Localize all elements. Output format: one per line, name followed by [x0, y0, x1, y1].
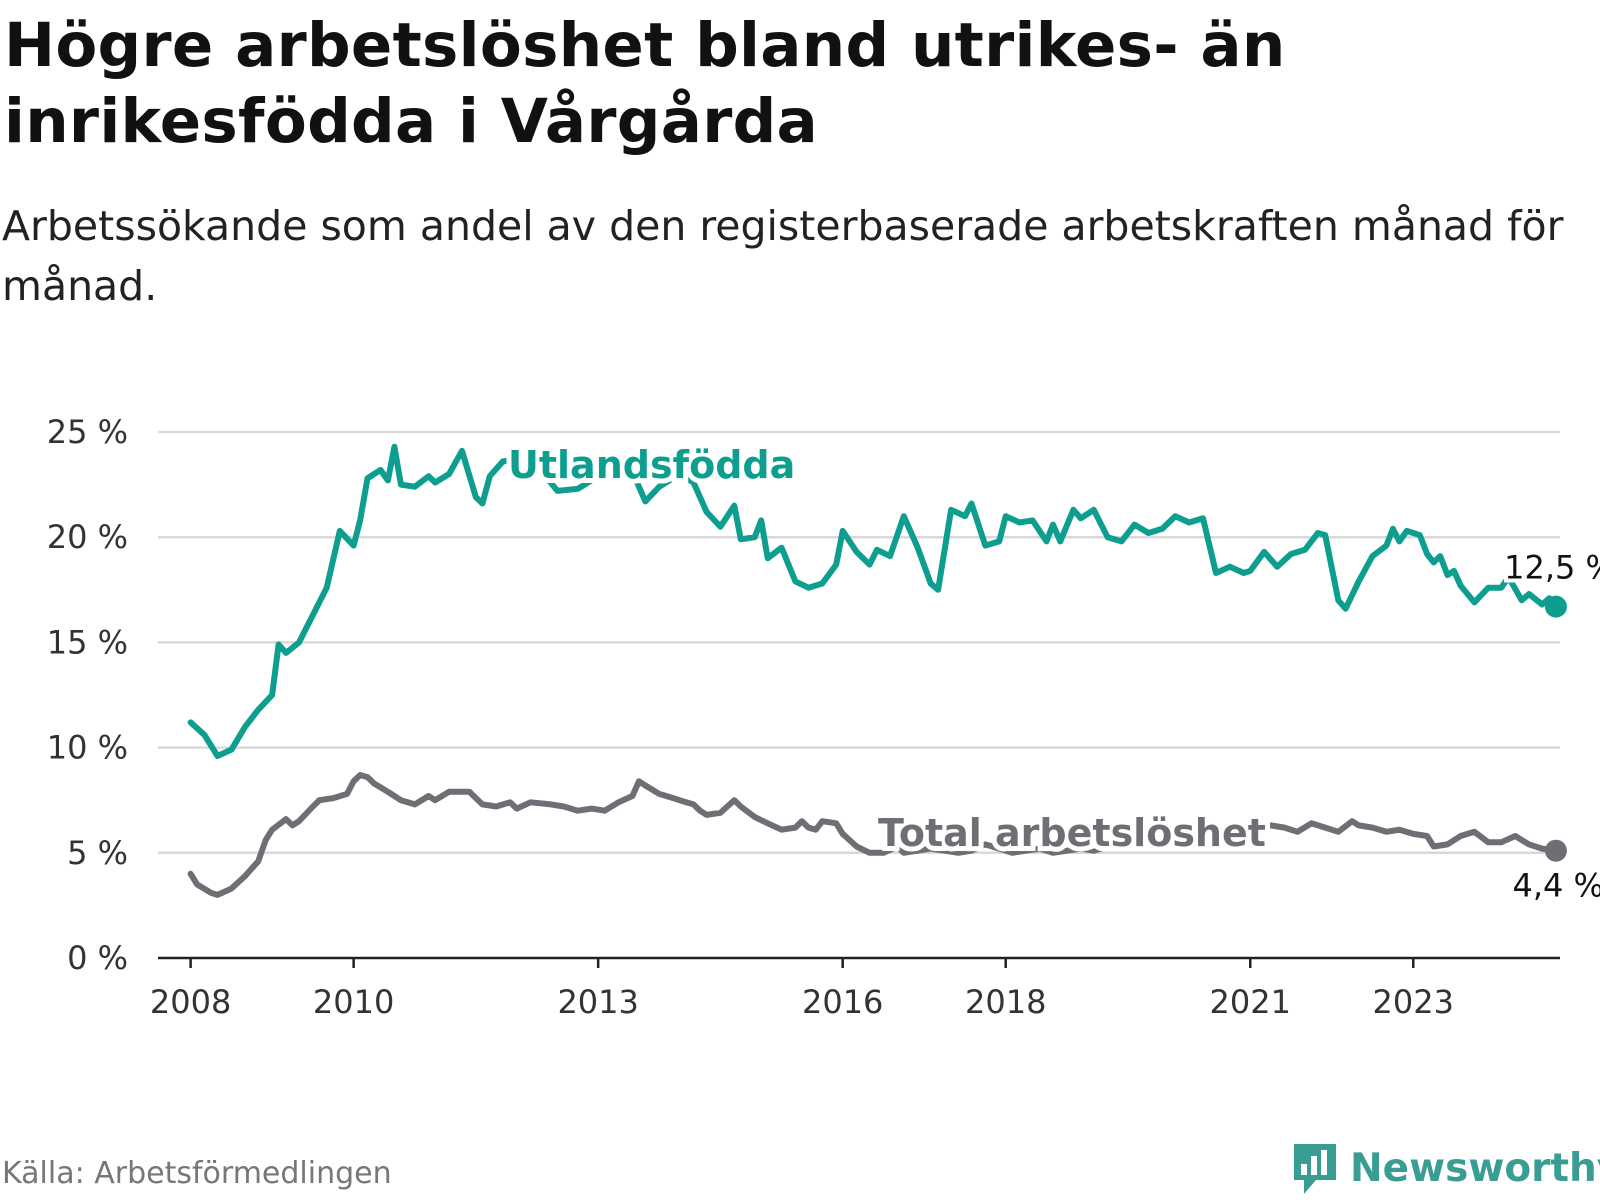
series-line-utlandsfodda: [187, 443, 1559, 759]
y-tick-label: 15 %: [47, 623, 128, 661]
x-tick-label: 2010: [313, 983, 394, 1021]
newsworthy-logo-icon: [1294, 1144, 1336, 1194]
chart-title: Högre arbetslöshet bland utrikes- än inr…: [4, 10, 1286, 157]
series: [187, 443, 1567, 898]
labels: Utlandsfödda Total arbetslöshet 12,5 % 4,4 …: [503, 438, 1600, 909]
source-note: Källa: Arbetsförmedlingen: [2, 1156, 392, 1191]
line-chart: 0 % 5 % 10 % 15 % 20 % 25 % 2008 2010 2013 2016 20…: [47, 413, 1600, 1021]
y-tick-label: 10 %: [47, 729, 128, 767]
x-tick-label: 2013: [557, 983, 638, 1021]
x-tick-label: 2023: [1373, 983, 1454, 1021]
y-tick-label: 5 %: [67, 834, 128, 872]
chart-subtitle: Arbetssökande som andel av den registerb…: [2, 202, 1564, 310]
y-tick-label: 20 %: [47, 518, 128, 556]
axis-ticks: 0 % 5 % 10 % 15 % 20 % 25 % 2008 2010 2013 2016 20…: [47, 413, 1560, 1021]
series-line-total: [187, 772, 1559, 898]
x-tick-label: 2021: [1210, 983, 1291, 1021]
end-label-total: 4,4 %: [1512, 867, 1600, 905]
x-tick-label: 2018: [965, 983, 1046, 1021]
y-tick-label: 0 %: [67, 939, 128, 977]
brand[interactable]: Newsworthy: [1290, 1140, 1600, 1196]
x-tick-label: 2008: [150, 983, 231, 1021]
series-label-total: Total arbetslöshet: [878, 811, 1266, 855]
end-label-utlandsfodda: 12,5 %: [1504, 549, 1600, 587]
series-end-marker: [1544, 595, 1567, 618]
series-end-marker: [1544, 839, 1567, 862]
series-label-utlandsfodda: Utlandsfödda: [508, 443, 795, 487]
gridlines: [158, 430, 1560, 855]
x-tick-label: 2016: [802, 983, 883, 1021]
brand-name: Newsworthy: [1350, 1145, 1600, 1191]
y-tick-label: 25 %: [47, 413, 128, 451]
